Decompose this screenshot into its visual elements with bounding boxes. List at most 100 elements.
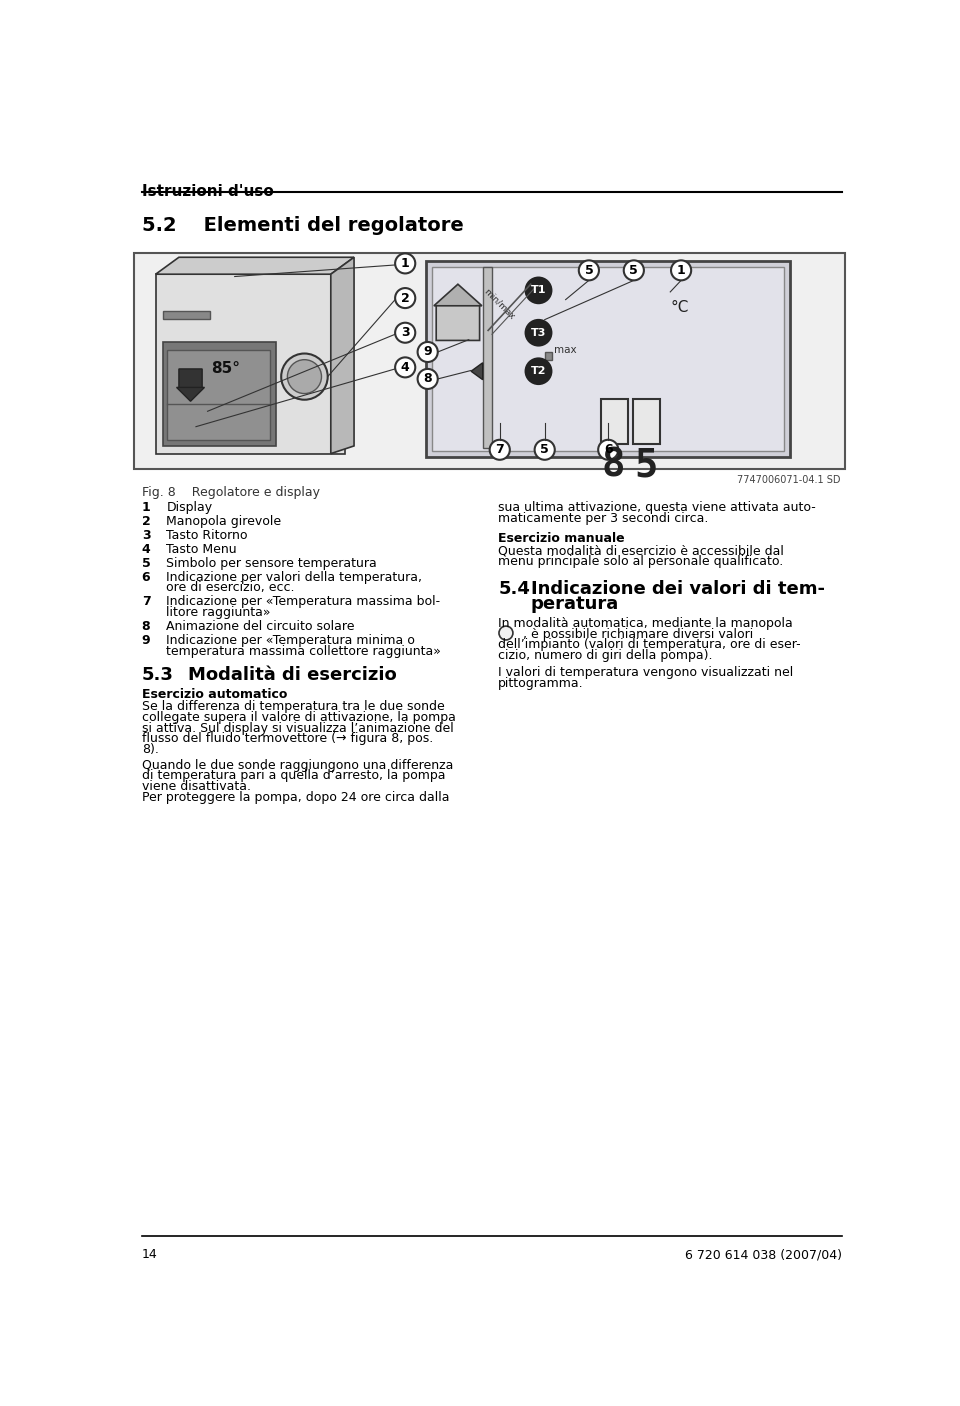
Polygon shape [331, 257, 354, 454]
Text: Esercizio automatico: Esercizio automatico [142, 688, 287, 700]
Text: litore raggiunta»: litore raggiunta» [166, 606, 271, 619]
Bar [167, 350, 271, 440]
Text: 4: 4 [142, 543, 151, 555]
Text: 8: 8 [602, 447, 625, 485]
Circle shape [396, 253, 416, 273]
Bar [633, 399, 660, 444]
Circle shape [396, 357, 416, 377]
Circle shape [579, 260, 599, 280]
Text: maticamente per 3 secondi circa.: maticamente per 3 secondi circa. [498, 512, 708, 524]
Text: Indicazione dei valori di tem-: Indicazione dei valori di tem- [531, 579, 825, 598]
Polygon shape [434, 284, 482, 305]
Circle shape [418, 342, 438, 361]
Text: temperatura massima collettore raggiunta»: temperatura massima collettore raggiunta… [166, 644, 442, 658]
Text: 85°: 85° [211, 361, 240, 377]
Bar [483, 267, 492, 449]
Bar [163, 311, 210, 319]
Text: T2: T2 [531, 366, 546, 377]
Text: Indicazione per «Temperatura minima o: Indicazione per «Temperatura minima o [166, 634, 416, 647]
Text: pittogramma.: pittogramma. [498, 676, 584, 690]
Text: flusso del fluido termovettore (→ figura 8, pos.: flusso del fluido termovettore (→ figura… [142, 733, 433, 745]
Text: Simbolo per sensore temperatura: Simbolo per sensore temperatura [166, 557, 377, 569]
Text: 6: 6 [604, 443, 612, 457]
Text: Questa modalità di esercizio è accessibile dal: Questa modalità di esercizio è accessibi… [498, 544, 784, 558]
Text: 5.4: 5.4 [498, 579, 530, 598]
Text: Indicazione per «Temperatura massima bol-: Indicazione per «Temperatura massima bol… [166, 595, 441, 609]
Circle shape [418, 368, 438, 389]
Text: 7747006071-04.1 SD: 7747006071-04.1 SD [737, 475, 841, 485]
Text: 5: 5 [540, 443, 549, 457]
Circle shape [281, 353, 327, 399]
Text: viene disattivata.: viene disattivata. [142, 780, 251, 793]
Circle shape [598, 440, 618, 460]
Text: Se la differenza di temperatura tra le due sonde: Se la differenza di temperatura tra le d… [142, 700, 444, 713]
Circle shape [671, 260, 691, 280]
Text: T3: T3 [531, 328, 546, 337]
Text: 1: 1 [142, 502, 151, 515]
Text: Per proteggere la pompa, dopo 24 ore circa dalla: Per proteggere la pompa, dopo 24 ore cir… [142, 792, 449, 804]
Text: collegate supera il valore di attivazione, la pompa: collegate supera il valore di attivazion… [142, 711, 456, 724]
Text: ore di esercizio, ecc.: ore di esercizio, ecc. [166, 582, 295, 595]
Text: °C: °C [670, 299, 688, 315]
Text: I valori di temperatura vengono visualizzati nel: I valori di temperatura vengono visualiz… [498, 666, 794, 679]
Circle shape [287, 360, 322, 394]
Text: 5: 5 [142, 557, 151, 569]
Polygon shape [471, 363, 483, 380]
Text: 1: 1 [677, 264, 685, 277]
Text: Tasto Ritorno: Tasto Ritorno [166, 529, 248, 543]
Text: Tasto Menu: Tasto Menu [166, 543, 237, 555]
Text: 8: 8 [423, 373, 432, 385]
Text: 6 720 614 038 (2007/04): 6 720 614 038 (2007/04) [685, 1249, 842, 1261]
Text: menu principale solo al personale qualificato.: menu principale solo al personale qualif… [498, 555, 783, 568]
Bar [134, 253, 846, 470]
Text: 8: 8 [142, 620, 151, 633]
Polygon shape [156, 257, 354, 274]
Text: 5: 5 [635, 447, 658, 485]
Circle shape [524, 319, 552, 347]
Text: Modalità di esercizio: Modalità di esercizio [188, 666, 396, 685]
Text: 3: 3 [142, 529, 151, 543]
Text: 14: 14 [142, 1249, 157, 1261]
Text: dell’impianto (valori di temperatura, ore di eser-: dell’impianto (valori di temperatura, or… [498, 638, 801, 651]
Polygon shape [436, 287, 480, 340]
Text: 7: 7 [142, 595, 151, 609]
Text: T1: T1 [531, 285, 546, 295]
Circle shape [396, 288, 416, 308]
Text: 2: 2 [142, 515, 151, 529]
Circle shape [490, 440, 510, 460]
Text: Animazione del circuito solare: Animazione del circuito solare [166, 620, 355, 633]
Circle shape [524, 277, 552, 304]
Text: Display: Display [166, 502, 212, 515]
Text: In modalità automatica, mediante la manopola: In modalità automatica, mediante la mano… [498, 617, 793, 630]
Circle shape [524, 357, 552, 385]
Circle shape [499, 626, 513, 640]
Text: 9: 9 [423, 346, 432, 359]
Text: 5: 5 [585, 264, 593, 277]
Text: 6: 6 [142, 571, 151, 583]
Text: Fig. 8    Regolatore e display: Fig. 8 Regolatore e display [142, 486, 320, 499]
Bar [544, 352, 552, 360]
Circle shape [535, 440, 555, 460]
Text: peratura: peratura [531, 595, 619, 613]
Text: Quando le due sonde raggiungono una differenza: Quando le due sonde raggiungono una diff… [142, 759, 453, 772]
Text: min/max: min/max [483, 287, 517, 321]
Text: Manopola girevole: Manopola girevole [166, 515, 281, 529]
Bar [432, 267, 784, 451]
Text: 7: 7 [495, 443, 504, 457]
Text: Indicazione per valori della temperatura,: Indicazione per valori della temperatura… [166, 571, 422, 583]
Bar [601, 399, 628, 444]
Text: di temperatura pari a quella d’arresto, la pompa: di temperatura pari a quella d’arresto, … [142, 769, 445, 782]
Polygon shape [179, 368, 203, 398]
Circle shape [396, 323, 416, 343]
Text: 9: 9 [142, 634, 151, 647]
Text: max: max [554, 346, 577, 356]
Text: 5.3: 5.3 [142, 666, 174, 685]
Text: si attiva. Sul display si visualizza l’animazione del: si attiva. Sul display si visualizza l’a… [142, 721, 453, 734]
Circle shape [624, 260, 644, 280]
Text: Esercizio manuale: Esercizio manuale [498, 531, 625, 546]
Text: , è possibile richiamare diversi valori: , è possibile richiamare diversi valori [523, 627, 754, 641]
Text: 1: 1 [401, 257, 410, 270]
Text: 3: 3 [401, 326, 410, 339]
Text: cizio, numero di giri della pompa).: cizio, numero di giri della pompa). [498, 650, 712, 662]
Text: Istruzioni d'uso: Istruzioni d'uso [142, 184, 274, 200]
